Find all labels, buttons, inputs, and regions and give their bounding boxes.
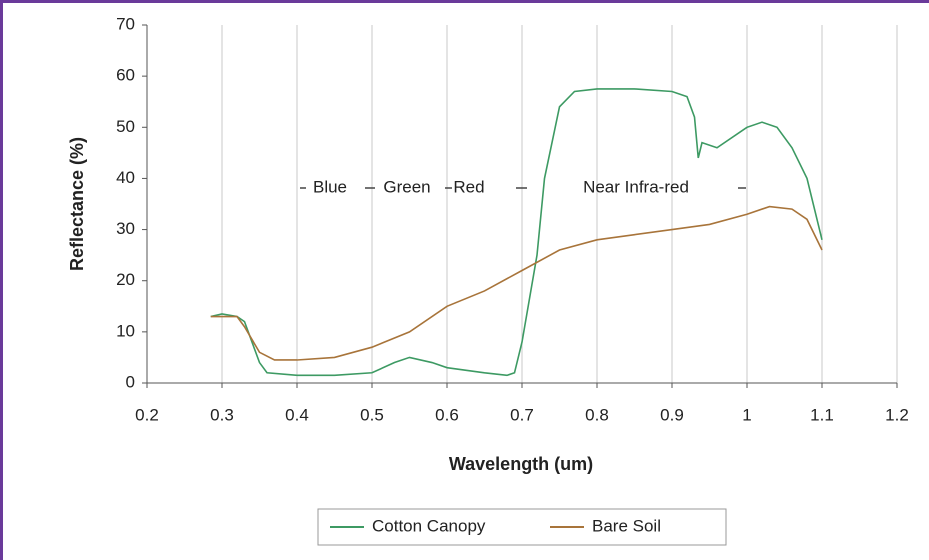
x-tick-label: 0.4 [285,405,309,424]
y-tick-label: 0 [126,372,135,391]
band-label: Near Infra-red [583,177,689,196]
y-tick-label: 70 [116,14,135,33]
y-tick-label: 40 [116,168,135,187]
band-label: Blue [313,177,347,196]
series-line [211,207,822,360]
band-label: Green [383,177,430,196]
x-axis-label: Wavelength (um) [449,454,593,474]
y-tick-label: 10 [116,321,135,340]
x-tick-label: 0.2 [135,405,159,424]
x-tick-label: 0.7 [510,405,534,424]
x-tick-label: 0.6 [435,405,459,424]
legend-label: Cotton Canopy [372,516,486,535]
x-tick-label: 0.5 [360,405,384,424]
y-tick-label: 60 [116,66,135,85]
y-axis-label: Reflectance (%) [67,137,87,271]
legend-label: Bare Soil [592,516,661,535]
x-tick-label: 0.8 [585,405,609,424]
x-tick-label: 1.1 [810,405,834,424]
series-line [211,89,822,375]
x-tick-label: 0.3 [210,405,234,424]
band-label: Red [453,177,484,196]
y-tick-label: 50 [116,117,135,136]
y-tick-label: 30 [116,219,135,238]
y-tick-label: 20 [116,270,135,289]
x-tick-label: 1 [742,405,751,424]
chart: Wavelength (um) Reflectance (%) 0.2 0.3 0.… [0,0,929,560]
x-tick-label: 1.2 [885,405,909,424]
x-tick-label: 0.9 [660,405,684,424]
